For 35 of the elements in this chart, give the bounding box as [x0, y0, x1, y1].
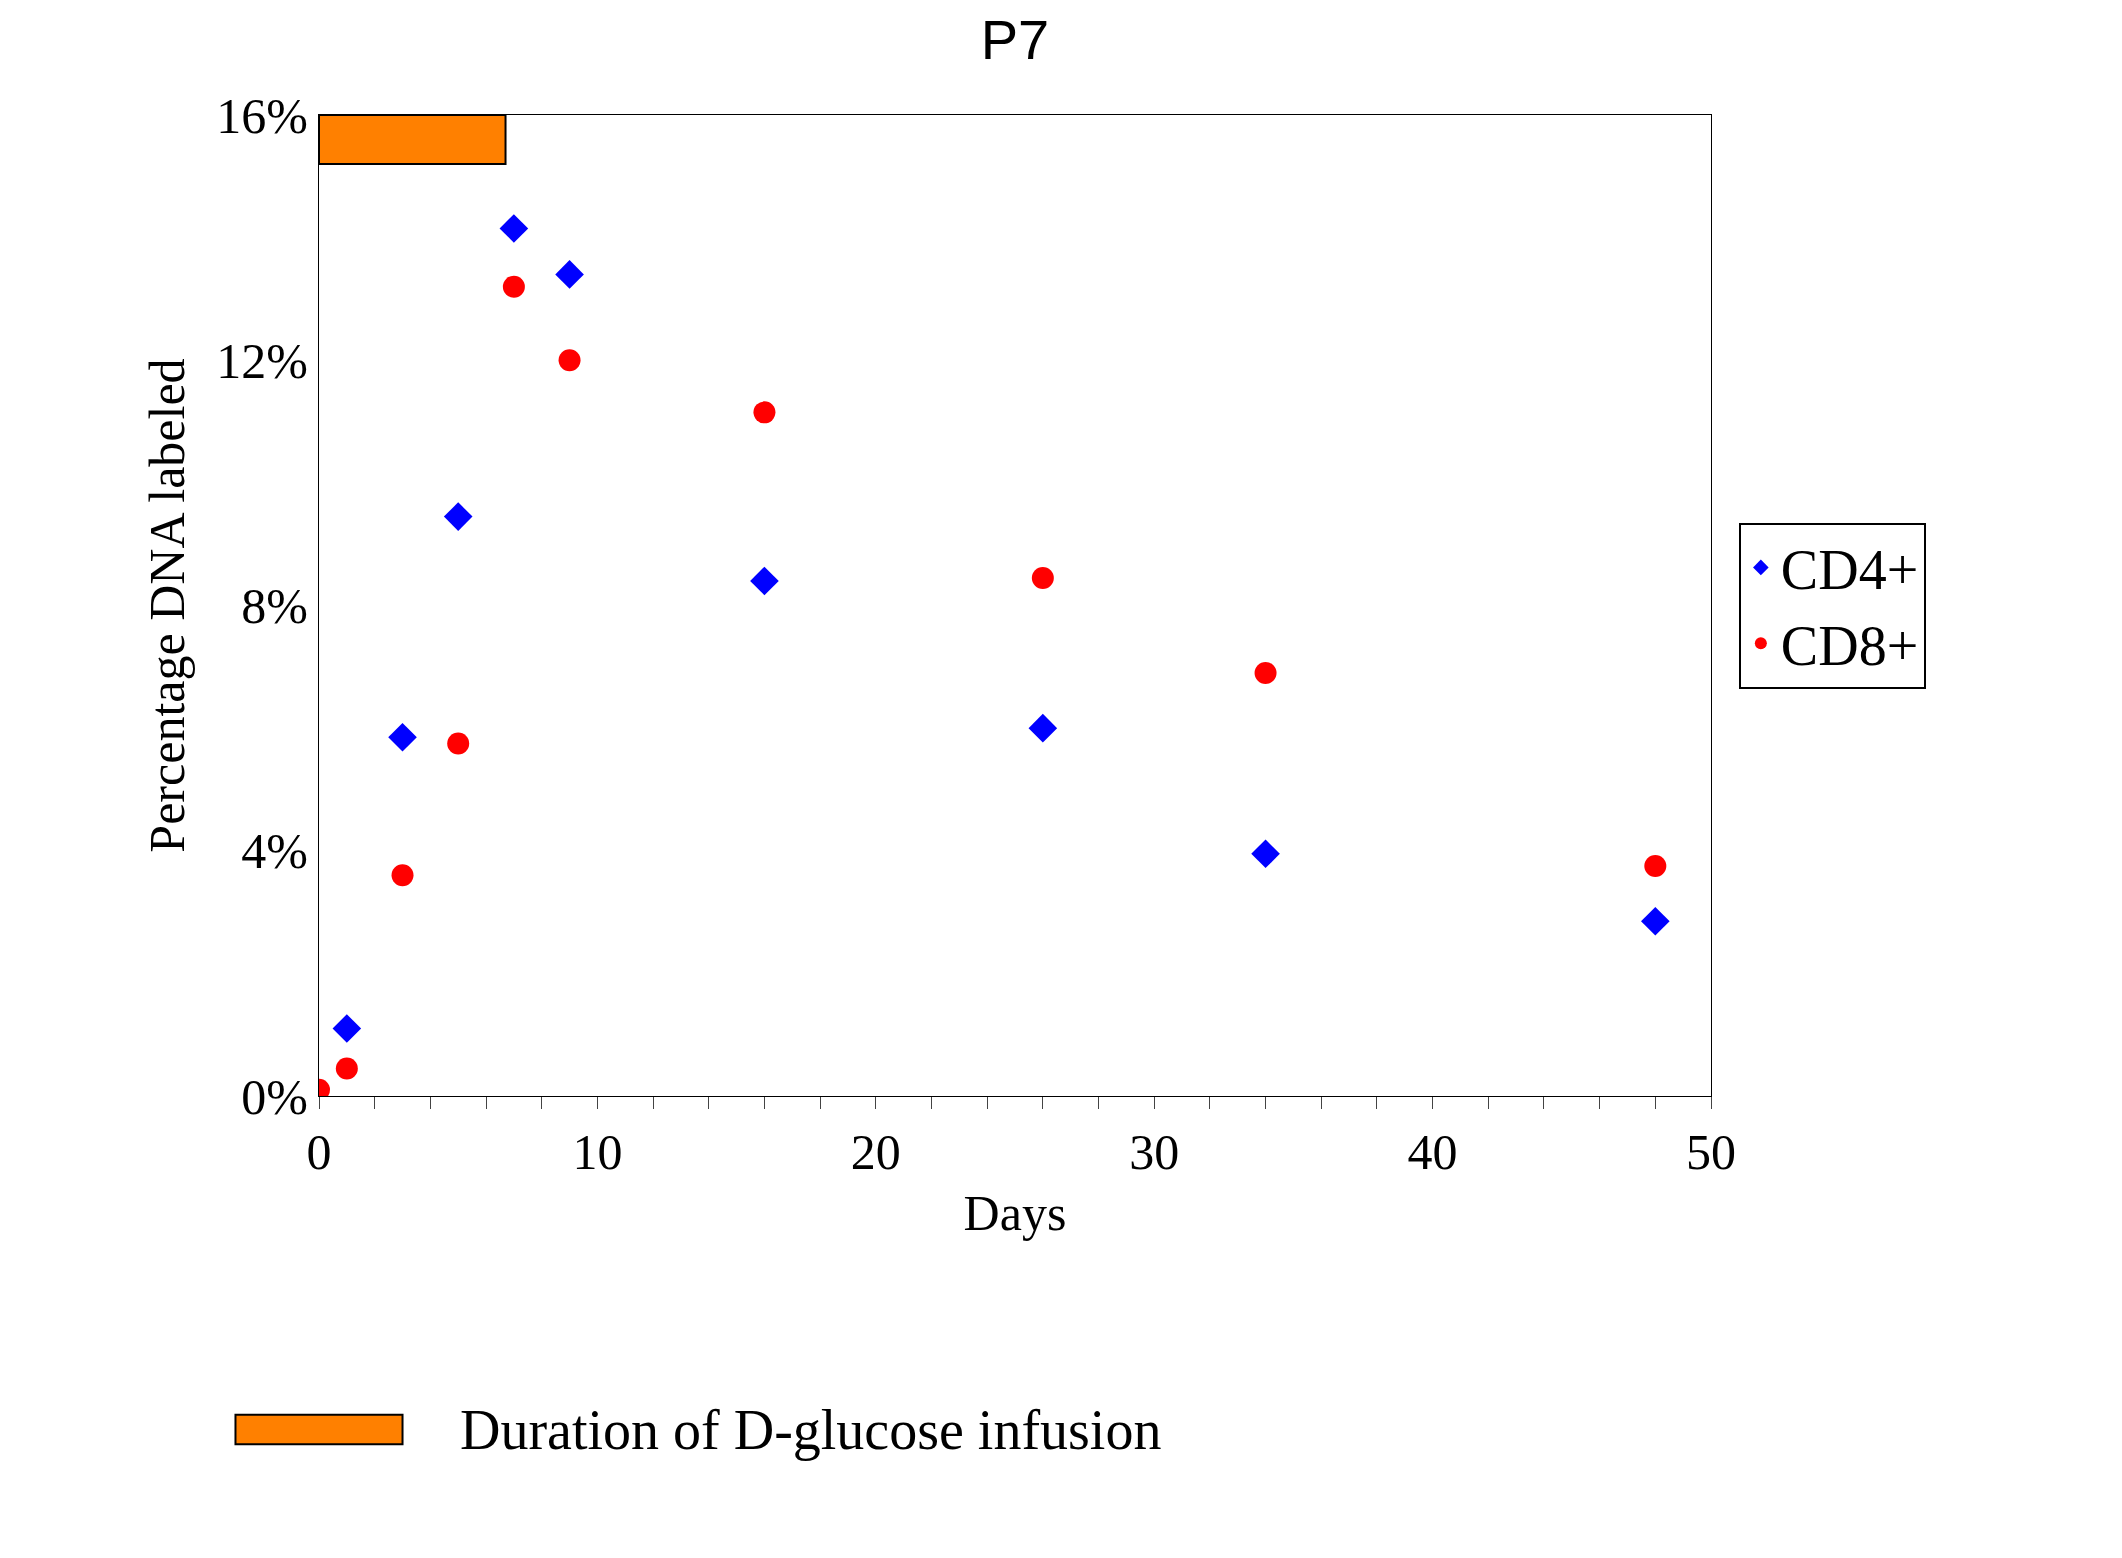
y-axis-title: Percentage DNA labeled [139, 358, 196, 853]
chart-title: P7 [980, 8, 1050, 72]
point [447, 732, 470, 755]
point [335, 1057, 358, 1080]
x-tick-label: 20 [850, 1124, 901, 1180]
x-tick-label: 50 [1686, 1124, 1736, 1180]
point [391, 864, 414, 887]
point [332, 1014, 362, 1043]
y-tick-label: 8% [241, 578, 308, 634]
point [1028, 713, 1058, 743]
point [502, 275, 525, 298]
x-tick-label: 30 [1129, 1124, 1180, 1180]
point [555, 260, 584, 289]
point [558, 349, 581, 372]
x-tick-label: 0 [306, 1124, 332, 1180]
y-tick-label: 16% [216, 87, 308, 144]
x-axis-title: Days [963, 1184, 1067, 1241]
legend-label: CD4+ [1780, 539, 1919, 602]
x-tick-label: 10 [572, 1124, 623, 1180]
y-tick-label: 0% [241, 1068, 308, 1125]
point [1031, 566, 1054, 589]
x-tick-label: 40 [1407, 1124, 1458, 1180]
point [1644, 855, 1667, 878]
y-tick-label: 4% [241, 823, 308, 880]
point [753, 401, 776, 424]
point [499, 214, 529, 243]
point [750, 566, 779, 596]
y-tick-label: 12% [216, 332, 308, 389]
point [388, 723, 417, 752]
point [443, 502, 473, 531]
legend-label: Duration of D-glucose infusion [460, 1399, 1162, 1461]
point [1254, 661, 1277, 684]
legend-label: CD8+ [1780, 615, 1919, 678]
point [1251, 839, 1280, 869]
point [1641, 906, 1670, 936]
